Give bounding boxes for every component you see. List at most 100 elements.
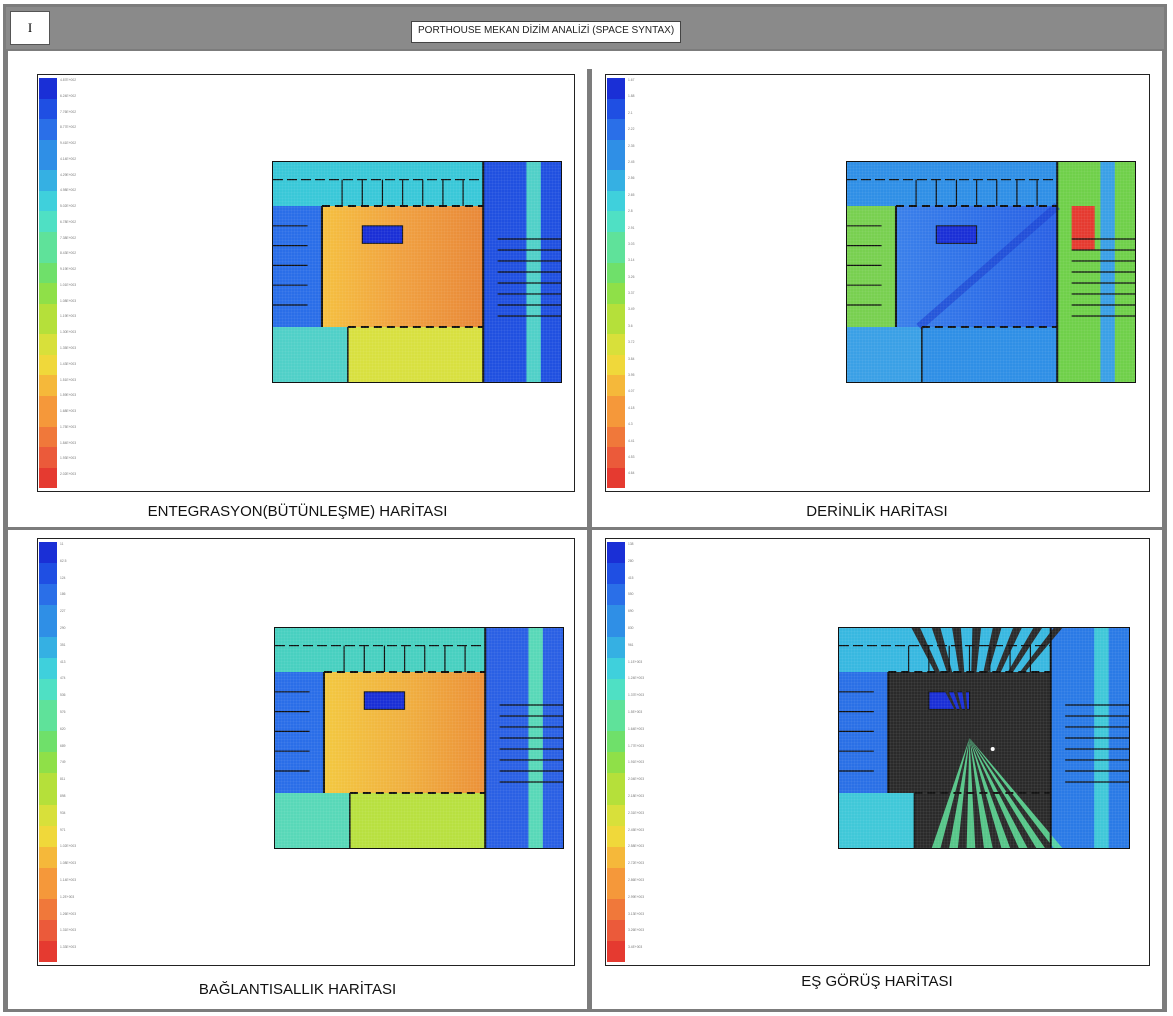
legend-tick-label: 3.84 — [628, 356, 635, 361]
legend-tick-label: 7.38E+002 — [60, 235, 77, 240]
legend-tick-label: 4.14E+002 — [60, 156, 77, 161]
legend-swatch — [607, 752, 625, 763]
connectivity-floorplan-svg — [275, 628, 563, 848]
legend-swatch — [39, 395, 57, 406]
analysis-grid — [847, 162, 1135, 382]
legend-swatch — [607, 252, 625, 263]
legend-swatch — [607, 416, 625, 427]
legend-swatch — [39, 909, 57, 920]
legend-swatch — [39, 563, 57, 574]
legend-swatch — [39, 313, 57, 324]
legend-swatch — [39, 201, 57, 212]
legend-swatch — [607, 88, 625, 99]
legend-tick-label: 3.4E+003 — [628, 945, 643, 950]
legend-swatch — [39, 119, 57, 130]
legend-tick-label: 62.5 — [60, 558, 67, 563]
legend-swatch — [39, 867, 57, 878]
legend-tick-label: 227 — [60, 609, 66, 614]
legend-swatch — [607, 951, 625, 962]
legend-tick-label: 1.02E+003 — [60, 844, 77, 849]
legend-swatch — [39, 98, 57, 109]
legend-swatch — [607, 283, 625, 294]
legend-swatch — [607, 262, 625, 273]
legend-swatch — [39, 678, 57, 689]
legend-swatch — [607, 888, 625, 899]
legend-tick-label: 3.49 — [628, 307, 635, 312]
legend-swatch — [39, 552, 57, 563]
legend-tick-label: 4.29E+002 — [60, 172, 77, 177]
legend-swatch — [607, 899, 625, 910]
legend-tick-label: 2.02E+003 — [60, 472, 77, 477]
legend-swatch — [607, 930, 625, 941]
legend-tick-label: 3.26E+003 — [628, 928, 645, 933]
legend-tick-label: 280 — [628, 558, 634, 563]
legend-tick-label: 1.5E+003 — [628, 709, 643, 714]
legend-swatch — [39, 262, 57, 273]
legend-tick-label: 1.37E+003 — [628, 693, 645, 698]
legend-swatch — [607, 201, 625, 212]
legend-swatch — [607, 804, 625, 815]
legend-tick-label: 749 — [60, 760, 66, 765]
legend-tick-label: 1.26E+003 — [60, 911, 77, 916]
legend-swatch — [39, 710, 57, 721]
legend-swatch — [39, 899, 57, 910]
integration-caption: ENTEGRASYON(BÜTÜNLEŞME) HARİTASI — [147, 503, 448, 520]
legend-swatch — [607, 139, 625, 150]
legend-swatch — [607, 98, 625, 109]
integration-legend-labels: 4.87E+002 6.24E+002 7.76E+002 8.77E+002 9.41… — [60, 78, 76, 488]
legend-swatch — [607, 846, 625, 857]
integration-plot: 4.87E+002 6.24E+002 7.76E+002 8.77E+002 9.41… — [37, 74, 575, 492]
legend-tick-label: 1.93E+003 — [60, 456, 77, 461]
panel-connectivity: 11 62.5 124 186 227 290 351 413 474 536 576 620 689 7… — [8, 530, 587, 1009]
legend-swatch — [39, 878, 57, 889]
legend-swatch — [607, 594, 625, 605]
legend-swatch — [607, 395, 625, 406]
legend-tick-label: 138 — [628, 542, 634, 546]
legend-swatch — [39, 221, 57, 232]
legend-swatch — [39, 752, 57, 763]
isovist-legend-bar — [607, 542, 625, 962]
legend-swatch — [39, 78, 57, 89]
legend-swatch — [607, 129, 625, 140]
legend-tick-label: 11 — [60, 542, 64, 546]
legend-swatch — [39, 542, 57, 553]
legend-swatch — [607, 584, 625, 595]
legend-swatch — [39, 272, 57, 283]
legend-tick-label: 1.59E+003 — [60, 393, 77, 398]
legend-tick-label: 415 — [628, 575, 634, 580]
legend-tick-label: 2.18E+003 — [628, 793, 645, 798]
legend-tick-label: 576 — [60, 709, 66, 714]
legend-swatch — [39, 815, 57, 826]
legend-swatch — [39, 941, 57, 952]
legend-tick-label: 1.2E+003 — [60, 894, 75, 899]
legend-swatch — [607, 242, 625, 253]
legend-tick-label: 1.68E+003 — [60, 409, 77, 414]
legend-tick-label: 6.24E+002 — [60, 93, 77, 98]
legend-swatch — [39, 324, 57, 335]
legend-swatch — [607, 731, 625, 742]
connectivity-caption: BAĞLANTISALLIK HARİTASI — [198, 981, 397, 998]
legend-tick-label: 2.8 — [628, 209, 633, 214]
legend-tick-label: 689 — [60, 743, 66, 748]
legend-swatch — [607, 878, 625, 889]
legend-swatch — [607, 563, 625, 574]
legend-tick-label: 9.41E+002 — [60, 141, 77, 146]
integration-legend-bar — [39, 78, 57, 488]
legend-swatch — [39, 385, 57, 396]
legend-swatch — [39, 160, 57, 171]
legend-tick-label: 5.02E+002 — [60, 204, 77, 209]
legend-swatch — [607, 909, 625, 920]
legend-swatch — [607, 941, 625, 952]
legend-tick-label: 2.58E+003 — [628, 844, 645, 849]
legend-tick-label: 4.18 — [628, 405, 635, 410]
legend-tick-label: 4.53 — [628, 454, 635, 459]
legend-tick-label: 2.31E+003 — [628, 810, 645, 815]
legend-swatch — [607, 170, 625, 181]
legend-swatch — [607, 699, 625, 710]
sheet-number: I — [10, 11, 50, 45]
isovist-legend-labels: 138 280 415 550 690 830 961 1.1E+003 1.24E+003 1.… — [628, 542, 644, 962]
analysis-grid — [275, 628, 563, 848]
legend-tick-label: 2.1 — [628, 110, 633, 115]
legend-swatch — [39, 283, 57, 294]
legend-swatch — [607, 794, 625, 805]
